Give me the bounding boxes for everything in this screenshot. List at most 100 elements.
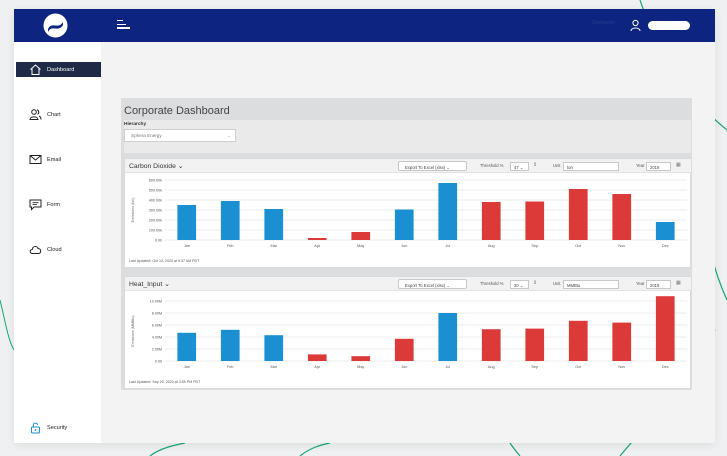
bar — [264, 209, 284, 240]
hierarchy-label: Hierarchy — [124, 122, 147, 127]
bar — [307, 238, 327, 240]
calendar-icon[interactable]: ▦ — [676, 162, 681, 168]
x-tick-label: Feb — [227, 244, 234, 248]
sidebar-item-label: Email — [47, 156, 61, 163]
x-tick-label: Nov — [618, 244, 625, 248]
y-tick-label: 10.00M — [150, 299, 162, 303]
bar — [220, 329, 240, 361]
hamburger-icon[interactable] — [117, 20, 130, 32]
unit-select[interactable]: MMBtu — [563, 279, 619, 289]
account-pill[interactable]: Account — [648, 21, 690, 30]
last-updated: Last Updated: Oct 12, 2020 at 9:37 AM PD… — [129, 259, 200, 263]
bar — [394, 209, 414, 240]
x-tick-label: Mar — [270, 244, 277, 248]
hierarchy-section: Hierarchy Sphera Energy ⌄ — [124, 120, 691, 153]
stepper-icon[interactable]: ⇕ — [533, 280, 538, 286]
x-tick-label: Apr — [314, 244, 321, 248]
bar — [351, 232, 371, 240]
bar — [612, 194, 632, 240]
year-label: Year — [636, 281, 645, 286]
threshold-label: Threshold % — [480, 163, 504, 168]
sidebar-item-form[interactable]: Form — [16, 197, 101, 212]
x-tick-label: Jul — [445, 244, 450, 248]
x-tick-label: Apr — [314, 365, 321, 369]
export-excel-button[interactable]: Export To Excel (xlsx) ⌄ — [398, 279, 467, 289]
bar — [612, 322, 632, 361]
bar — [568, 189, 588, 240]
bar — [568, 320, 588, 361]
bar — [525, 328, 545, 361]
hierarchy-value: Sphera Energy — [131, 133, 162, 138]
bar — [438, 183, 458, 240]
sidebar-item-label: Cloud — [47, 246, 62, 253]
sidebar-item-security[interactable]: Security — [16, 420, 101, 435]
home-icon — [30, 64, 41, 75]
x-tick-label: Nov — [618, 365, 625, 369]
y-tick-label: 300.00k — [149, 208, 162, 212]
bar — [655, 222, 675, 240]
export-label: Export To Excel (xlsx) ⌄ — [405, 164, 450, 170]
app-window: Username Account Dashboard Chart — [14, 9, 715, 443]
bar — [307, 354, 327, 361]
x-tick-label: Oct — [575, 244, 582, 248]
card-header: Carbon Dioxide ⌄ Export To Excel (xlsx) … — [125, 159, 691, 173]
envelope-icon — [29, 155, 42, 164]
x-tick-label: Feb — [227, 365, 234, 369]
cloud-icon — [29, 246, 42, 254]
bar — [351, 356, 371, 361]
threshold-label: Threshold % — [480, 281, 504, 286]
y-tick-label: 4.00M — [152, 335, 162, 339]
x-tick-label: Jan — [184, 365, 190, 369]
dashboard-panel: Corporate Dashboard Hierarchy Sphera Ene… — [121, 98, 692, 390]
export-label: Export To Excel (xlsx) ⌄ — [405, 282, 450, 288]
year-select[interactable]: 2019 — [646, 161, 671, 171]
x-tick-label: Mar — [270, 365, 277, 369]
user-icon[interactable] — [630, 19, 641, 32]
x-tick-label: Sep — [531, 244, 538, 248]
hierarchy-select[interactable]: Sphera Energy ⌄ — [124, 129, 236, 142]
sidebar-item-label: Dashboard — [47, 66, 75, 73]
stepper-icon[interactable]: ⇕ — [533, 162, 538, 168]
y-tick-label: 8.00M — [152, 311, 162, 315]
y-axis-label: Emissions (ton) — [131, 198, 135, 223]
bar — [177, 205, 197, 240]
y-tick-label: 100.00k — [149, 228, 162, 232]
bar — [438, 313, 458, 361]
lock-icon — [31, 422, 40, 434]
logo-icon[interactable] — [43, 13, 68, 38]
x-tick-label: Jun — [401, 365, 407, 369]
top-navbar: Username Account — [14, 9, 715, 42]
sidebar-item-cloud[interactable]: Cloud — [16, 242, 101, 257]
bar — [264, 335, 284, 361]
sidebar-item-dashboard[interactable]: Dashboard — [16, 62, 101, 77]
y-tick-label: 2.00M — [152, 347, 162, 351]
bar — [525, 201, 545, 240]
last-updated: Last Updated: Sep 20, 2020 at 3:55 PM PD… — [129, 380, 201, 384]
y-tick-label: 6.00M — [152, 323, 162, 327]
x-tick-label: Dec — [662, 365, 669, 369]
sidebar-item-chart[interactable]: Chart — [16, 107, 101, 122]
bar — [481, 202, 501, 240]
bar — [655, 296, 675, 361]
y-tick-label: 0.00 — [155, 238, 162, 242]
bar — [481, 329, 501, 361]
export-excel-button[interactable]: Export To Excel (xlsx) ⌄ — [398, 161, 467, 171]
calendar-icon[interactable]: ▦ — [676, 280, 681, 286]
sidebar-item-label: Security — [47, 424, 68, 431]
page-title: Corporate Dashboard — [124, 105, 230, 117]
sidebar-item-email[interactable]: Email — [16, 152, 101, 167]
threshold-select[interactable]: 47 ⌄ — [510, 161, 529, 171]
year-select[interactable]: 2019 — [646, 279, 671, 289]
x-tick-label: Aug — [488, 244, 495, 248]
year-label: Year — [636, 163, 645, 168]
unit-select[interactable]: ton — [563, 161, 619, 171]
unit-label: Unit — [553, 281, 561, 286]
unit-label: Unit — [553, 163, 561, 168]
y-tick-label: 600.00k — [149, 178, 162, 182]
y-tick-label: 200.00k — [149, 218, 162, 222]
card-title-dropdown[interactable]: Carbon Dioxide ⌄ — [129, 163, 184, 170]
sidebar: Dashboard Chart Email Form — [14, 42, 101, 443]
threshold-select[interactable]: 30 ⌄ — [510, 279, 529, 289]
heat-input-card: Heat_Input ⌄ Export To Excel (xlsx) ⌄ Th… — [124, 276, 691, 389]
card-title-dropdown[interactable]: Heat_Input ⌄ — [129, 281, 170, 288]
